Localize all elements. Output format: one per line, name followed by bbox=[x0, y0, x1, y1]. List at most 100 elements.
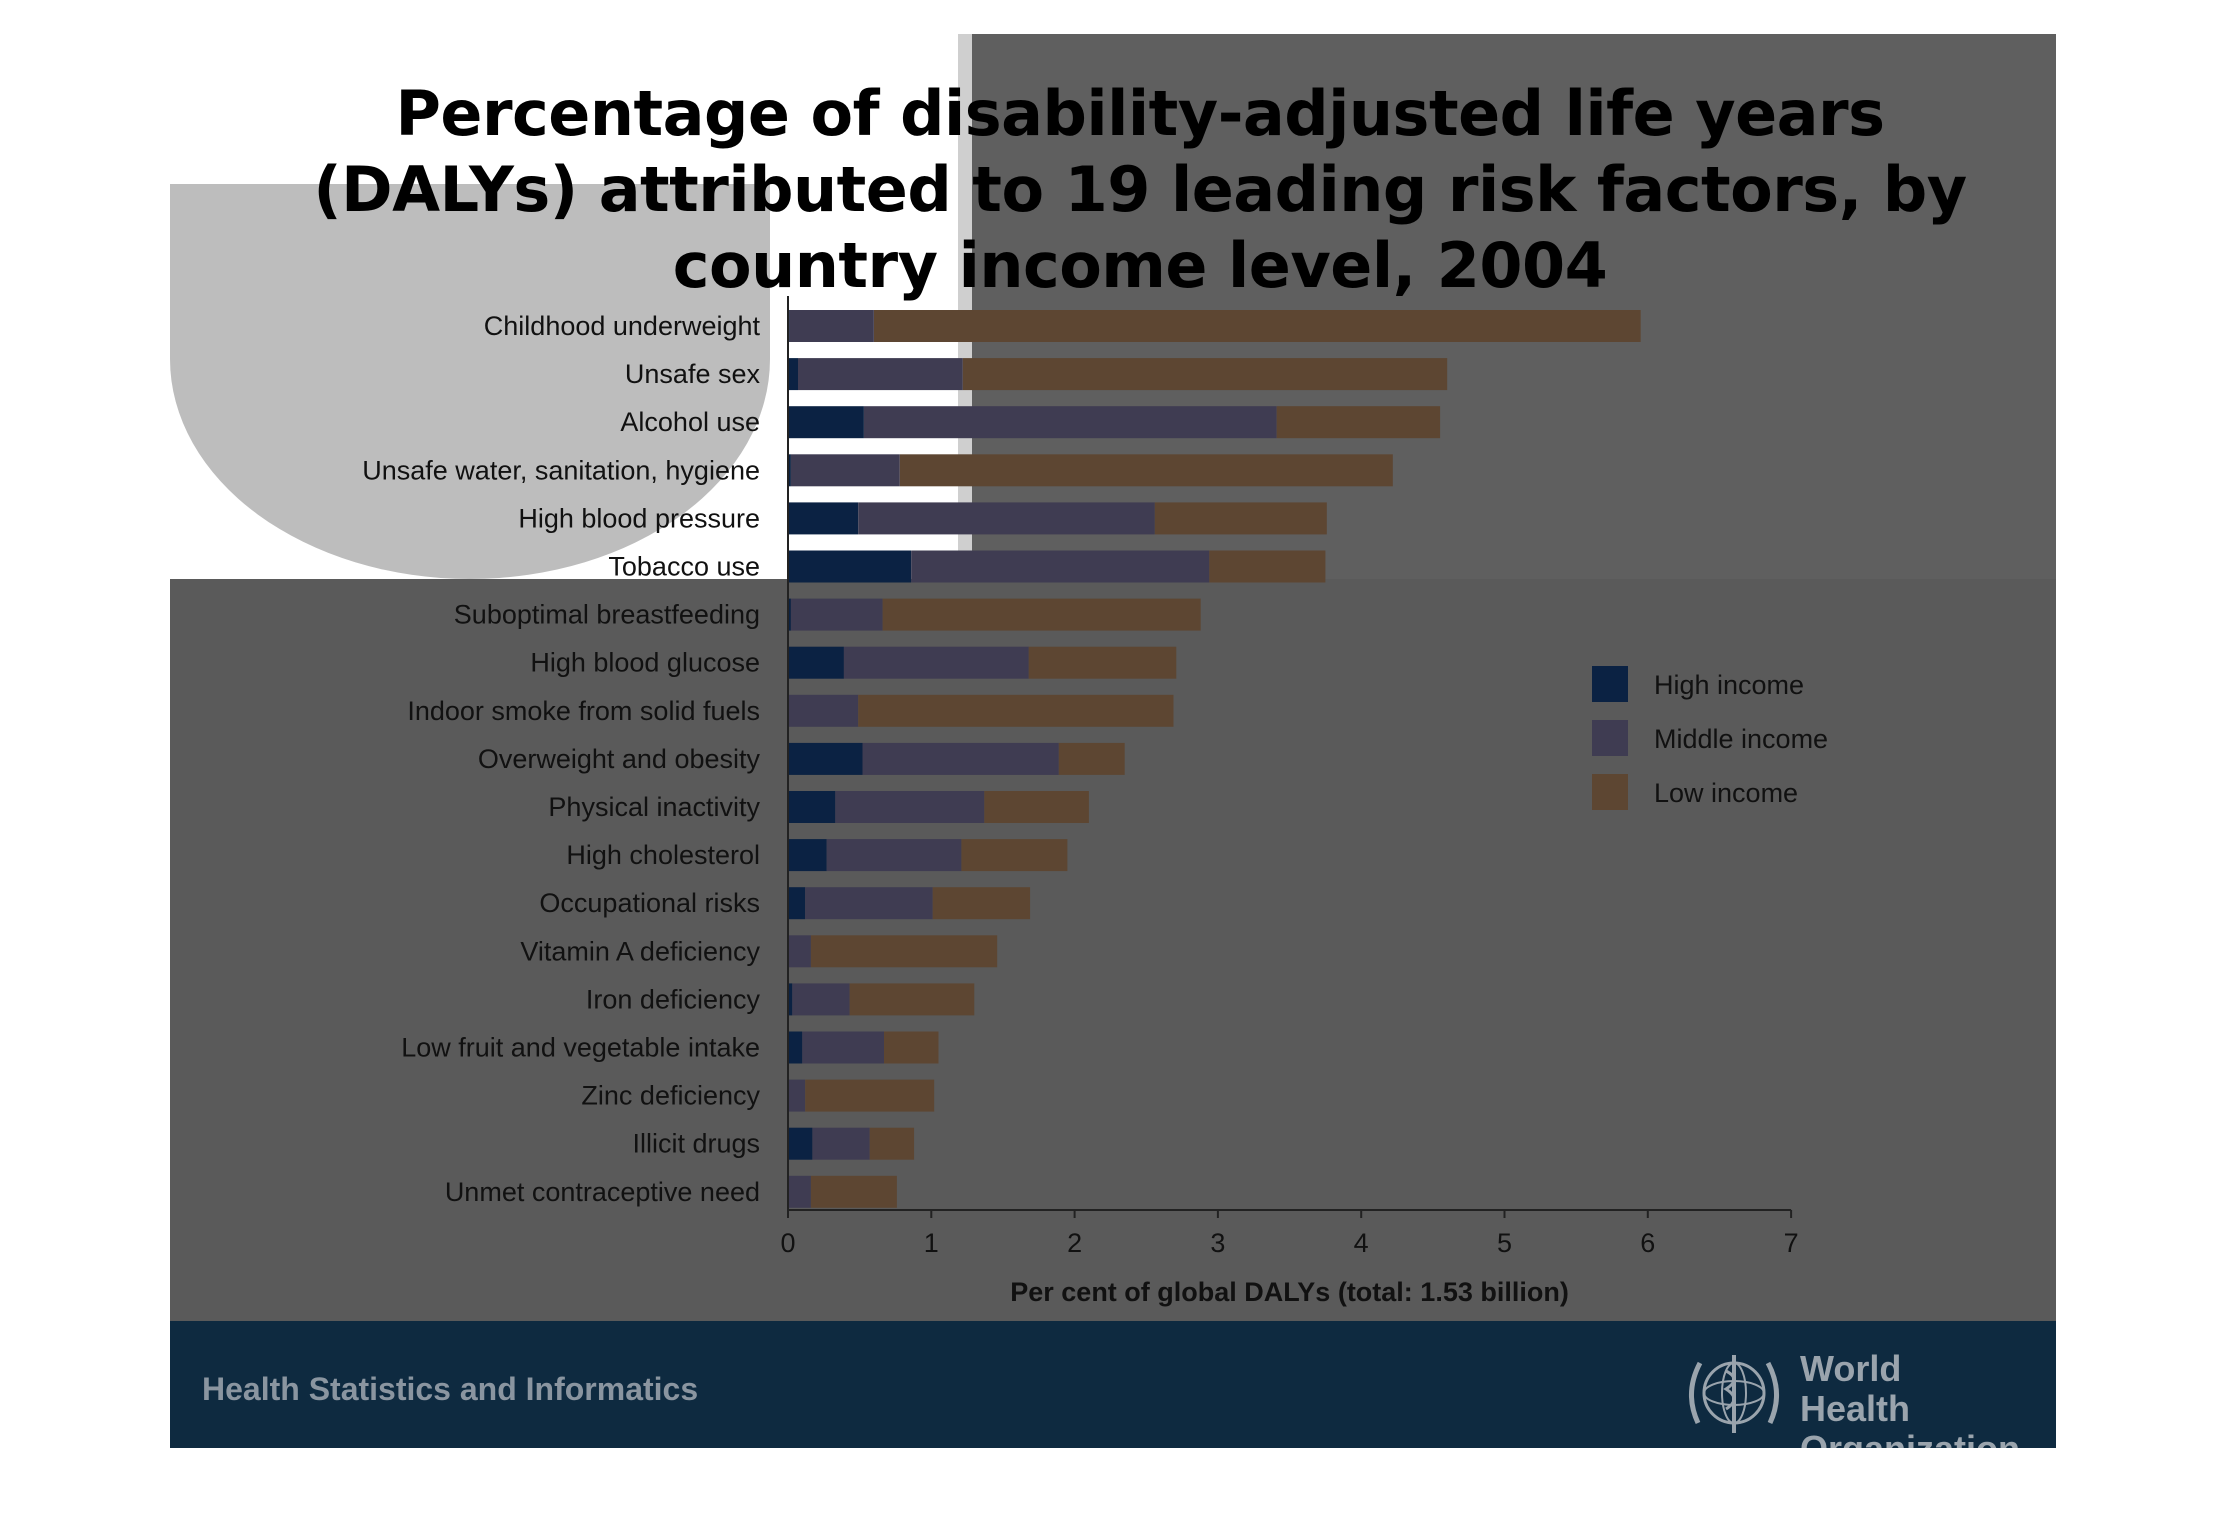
bar-high-income bbox=[788, 742, 863, 775]
bar-low-income bbox=[810, 935, 998, 968]
category-label: Physical inactivity bbox=[548, 792, 760, 822]
bar-middle-income bbox=[911, 550, 1210, 583]
bar-low-income bbox=[805, 1079, 935, 1112]
bar-low-income bbox=[961, 839, 1068, 872]
bar-low-income bbox=[932, 887, 1031, 920]
category-label: Low fruit and vegetable intake bbox=[401, 1033, 760, 1063]
x-tick-label: 3 bbox=[1210, 1228, 1225, 1258]
bar-middle-income bbox=[788, 1175, 811, 1208]
x-tick-label: 2 bbox=[1067, 1228, 1082, 1258]
category-labels: Childhood underweight Unsafe sex Alcohol u… bbox=[362, 311, 760, 1207]
bar-high-income bbox=[788, 887, 806, 920]
category-label: Unmet contraceptive need bbox=[445, 1177, 760, 1207]
bar-high-income bbox=[788, 1031, 803, 1064]
bar-middle-income bbox=[858, 502, 1155, 535]
slide-title: Percentage of disability-adjusted life y… bbox=[313, 77, 1967, 302]
bar-low-income bbox=[869, 1127, 915, 1160]
x-tick-label: 7 bbox=[1784, 1228, 1799, 1258]
risk-factor-chart: Childhood underweight Unsafe sex Alcohol u… bbox=[362, 296, 1828, 1307]
bar-low-income bbox=[1028, 646, 1177, 679]
bar-low-income bbox=[984, 791, 1089, 823]
bar-middle-income bbox=[805, 887, 933, 920]
category-label: Zinc deficiency bbox=[581, 1081, 760, 1111]
category-label: Unsafe sex bbox=[625, 359, 761, 389]
bar-low-income bbox=[849, 983, 975, 1016]
footer-bar: Health Statistics and Informatics World … bbox=[170, 1321, 2056, 1448]
bar-group bbox=[788, 310, 1641, 1208]
washed-circle-overlay bbox=[170, 184, 770, 579]
x-axis: 0 1 2 3 4 5 6 7 Per cent of global DALYs (total:… bbox=[780, 296, 1799, 1307]
who-name: World Health Organization bbox=[1800, 1348, 2020, 1449]
x-tick-label: 4 bbox=[1354, 1228, 1369, 1258]
bar-middle-income bbox=[789, 310, 874, 342]
dark-overlay-panel bbox=[970, 34, 2056, 579]
category-label: Iron deficiency bbox=[586, 984, 761, 1014]
bar-high-income bbox=[788, 1127, 813, 1160]
legend-swatch bbox=[1592, 720, 1628, 756]
category-label: High blood pressure bbox=[518, 503, 760, 533]
bar-low-income bbox=[1058, 742, 1125, 775]
x-tick-label: 5 bbox=[1497, 1228, 1512, 1258]
category-label: Illicit drugs bbox=[632, 1129, 760, 1159]
bar-high-income bbox=[788, 358, 798, 391]
x-tick-label: 1 bbox=[924, 1228, 939, 1258]
legend-label: High income bbox=[1654, 670, 1804, 700]
bar-middle-income bbox=[792, 983, 850, 1016]
legend-swatch bbox=[1592, 774, 1628, 810]
bar-low-income bbox=[1209, 550, 1326, 583]
slide: Childhood underweight Unsafe sex Alcohol u… bbox=[170, 34, 2056, 1448]
bar-middle-income bbox=[835, 791, 985, 823]
who-name-line2: Organization bbox=[1800, 1429, 2020, 1449]
bar-high-income bbox=[788, 454, 791, 487]
bar-low-income bbox=[962, 358, 1448, 391]
bar-low-income bbox=[899, 454, 1393, 487]
legend-label: Middle income bbox=[1654, 724, 1828, 754]
category-label: Indoor smoke from solid fuels bbox=[407, 696, 760, 726]
category-label: Tobacco use bbox=[608, 552, 760, 582]
legend-swatch bbox=[1592, 666, 1628, 702]
bar-low-income bbox=[810, 1175, 897, 1208]
bar-high-income bbox=[788, 598, 791, 631]
category-label: Alcohol use bbox=[620, 407, 760, 437]
bar-low-income bbox=[874, 310, 1641, 342]
legend-label: Low income bbox=[1654, 778, 1798, 808]
bar-middle-income bbox=[790, 454, 900, 487]
bar-middle-income bbox=[862, 742, 1059, 775]
x-axis-title: Per cent of global DALYs (total: 1.53 bi… bbox=[1010, 1277, 1569, 1307]
category-label: Childhood underweight bbox=[484, 311, 761, 341]
bar-middle-income bbox=[863, 406, 1277, 439]
bar-middle-income bbox=[788, 694, 859, 727]
footer-text: Health Statistics and Informatics bbox=[202, 1371, 699, 1407]
bar-middle-income bbox=[788, 935, 811, 968]
bar-low-income bbox=[858, 694, 1174, 727]
bar-middle-income bbox=[798, 358, 963, 391]
bar-middle-income bbox=[826, 839, 962, 872]
bar-high-income bbox=[788, 646, 844, 679]
category-label: Unsafe water, sanitation, hygiene bbox=[362, 455, 760, 485]
bar-high-income bbox=[788, 550, 912, 583]
bar-middle-income bbox=[790, 598, 883, 631]
category-label: Occupational risks bbox=[539, 888, 760, 918]
who-emblem-icon bbox=[1688, 1355, 1780, 1433]
category-label: Suboptimal breastfeeding bbox=[454, 600, 760, 630]
who-name-line1: World Health bbox=[1800, 1348, 1911, 1429]
chart-legend: High income Middle income Low income bbox=[1592, 666, 1828, 810]
bar-high-income bbox=[788, 502, 859, 535]
bar-middle-income bbox=[812, 1127, 870, 1160]
bar-high-income bbox=[788, 791, 836, 823]
category-label: High blood glucose bbox=[530, 648, 760, 678]
category-label: High cholesterol bbox=[566, 840, 760, 870]
bar-low-income bbox=[1276, 406, 1441, 439]
bar-low-income bbox=[1154, 502, 1327, 535]
bar-low-income bbox=[884, 1031, 939, 1064]
category-label: Overweight and obesity bbox=[478, 744, 761, 774]
bar-low-income bbox=[882, 598, 1201, 631]
bar-middle-income bbox=[788, 1079, 806, 1112]
bar-high-income bbox=[788, 406, 864, 439]
x-tick-label: 6 bbox=[1640, 1228, 1655, 1258]
category-label: Vitamin A deficiency bbox=[520, 936, 760, 966]
who-logo: World Health Organization bbox=[1678, 1345, 2020, 1448]
bar-middle-income bbox=[802, 1031, 884, 1064]
bar-high-income bbox=[788, 983, 793, 1016]
overlay-panel-edge bbox=[958, 34, 972, 579]
